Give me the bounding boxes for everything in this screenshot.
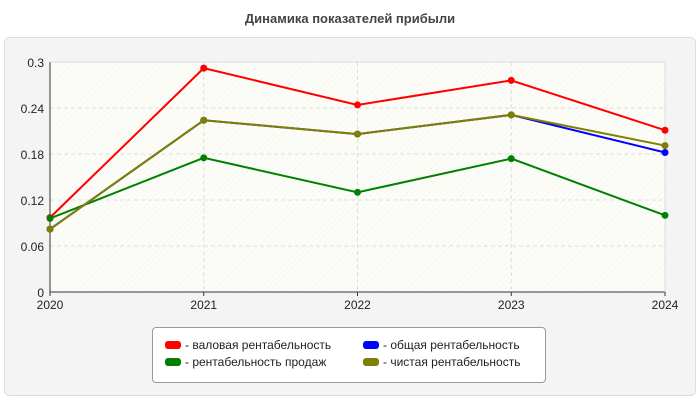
y-tick-label: 0.24 xyxy=(21,102,45,116)
data-point xyxy=(200,116,208,124)
x-tick-label: 2022 xyxy=(344,298,371,312)
data-point xyxy=(661,126,669,134)
y-tick-label: 0.12 xyxy=(21,194,45,208)
data-point xyxy=(661,148,669,156)
data-point xyxy=(200,64,208,72)
y-tick-label: 0.18 xyxy=(21,148,45,162)
data-point xyxy=(507,155,515,163)
chart-title: Динамика показателей прибыли xyxy=(244,11,456,26)
legend-label: - рентабельность продаж xyxy=(185,355,327,369)
legend-item: - валовая рентабельность xyxy=(165,338,331,352)
legend-item: - общая рентабельность xyxy=(363,338,520,352)
x-tick-label: 2024 xyxy=(652,298,679,312)
data-point xyxy=(661,211,669,219)
y-tick-label: 0 xyxy=(37,286,44,300)
data-point xyxy=(354,130,361,138)
data-point xyxy=(354,101,361,109)
data-point xyxy=(661,142,669,150)
y-tick-label: 0.06 xyxy=(21,240,45,254)
legend-label: - чистая рентабельность xyxy=(383,355,521,369)
legend-label: - общая рентабельность xyxy=(383,338,520,352)
data-point xyxy=(507,111,515,119)
legend-swatch xyxy=(165,341,181,349)
data-point xyxy=(200,154,208,162)
y-tick-label: 0.3 xyxy=(27,56,44,70)
legend-swatch xyxy=(363,341,379,349)
legend-swatch xyxy=(165,358,181,366)
x-tick-label: 2021 xyxy=(190,298,217,312)
x-tick-label: 2023 xyxy=(498,298,525,312)
data-point xyxy=(46,214,54,222)
legend: - валовая рентабельность - общая рентабе… xyxy=(152,327,546,383)
legend-swatch xyxy=(363,358,379,366)
legend-item: - чистая рентабельность xyxy=(363,355,520,369)
legend-label: - валовая рентабельность xyxy=(185,338,332,352)
x-tick-label: 2020 xyxy=(37,298,64,312)
data-point xyxy=(354,188,361,196)
data-point xyxy=(46,225,54,233)
data-point xyxy=(507,76,515,84)
legend-item: - рентабельность продаж xyxy=(165,355,326,369)
